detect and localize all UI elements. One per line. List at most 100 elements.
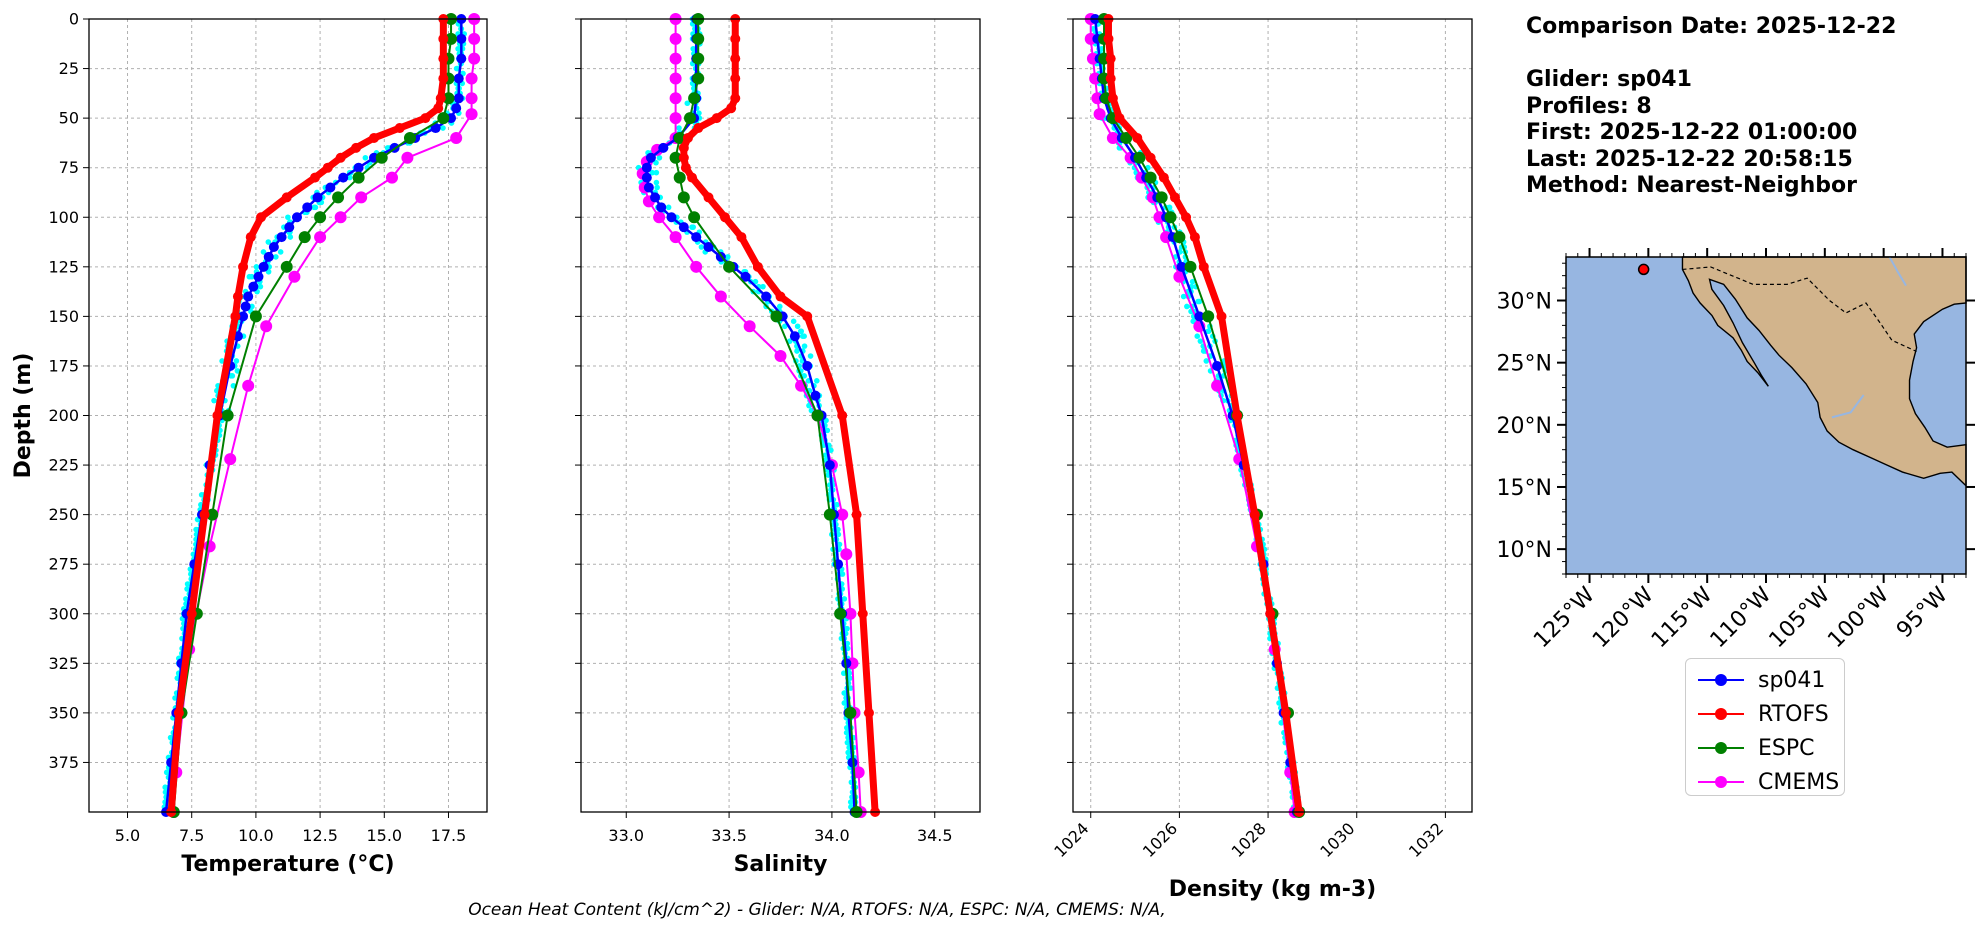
river bbox=[1831, 394, 1865, 419]
legend-label: sp041 bbox=[1758, 667, 1826, 693]
data-point bbox=[673, 171, 686, 184]
data-point bbox=[723, 260, 736, 273]
x-tick-label: 17.5 bbox=[431, 826, 467, 845]
data-point bbox=[238, 261, 249, 272]
data-point bbox=[692, 52, 705, 65]
map-y-tick-label: 30°N bbox=[1497, 290, 1552, 315]
data-point bbox=[212, 410, 223, 421]
data-point bbox=[453, 73, 464, 84]
map-x-tick-label: 95°W bbox=[1892, 582, 1953, 643]
raw-data-point bbox=[1194, 333, 1201, 340]
data-point bbox=[420, 113, 431, 124]
data-point bbox=[1145, 152, 1156, 163]
glider-location-marker bbox=[1637, 263, 1650, 276]
data-point bbox=[352, 171, 365, 184]
data-point bbox=[260, 320, 273, 333]
data-point bbox=[802, 360, 813, 371]
raw-data-point bbox=[654, 184, 660, 191]
map-x-tick-label: 100°W bbox=[1823, 582, 1894, 653]
raw-data-point bbox=[273, 254, 279, 260]
raw-data-point bbox=[649, 169, 656, 176]
data-point bbox=[1173, 231, 1186, 244]
x-tick-label: 5.0 bbox=[115, 826, 140, 845]
map-x-tick-label: 105°W bbox=[1765, 582, 1836, 653]
data-point bbox=[692, 32, 705, 45]
data-point bbox=[641, 162, 652, 173]
raw-data-point bbox=[285, 214, 291, 221]
data-point bbox=[438, 73, 449, 84]
data-point bbox=[775, 291, 786, 302]
raw-data-point bbox=[776, 303, 783, 310]
data-point bbox=[752, 261, 763, 272]
series-rtofs bbox=[678, 14, 881, 817]
data-point bbox=[837, 410, 848, 421]
raw-data-point bbox=[1166, 204, 1173, 211]
data-point bbox=[1202, 310, 1215, 323]
data-point bbox=[355, 191, 368, 204]
y-tick-label: 100 bbox=[48, 208, 79, 227]
data-point bbox=[1189, 232, 1200, 243]
data-point bbox=[688, 211, 701, 224]
data-point bbox=[669, 112, 682, 125]
map-y-tick-label: 15°N bbox=[1497, 476, 1552, 501]
legend-label: ESPC bbox=[1758, 735, 1815, 761]
series-rtofs bbox=[166, 14, 449, 817]
map-y-tick-label: 20°N bbox=[1497, 414, 1552, 439]
data-point bbox=[761, 291, 772, 302]
data-point bbox=[248, 281, 259, 292]
data-point bbox=[673, 131, 686, 144]
y-tick-label: 200 bbox=[48, 406, 79, 425]
data-point bbox=[641, 172, 652, 183]
raw-data-point bbox=[172, 695, 178, 701]
raw-data-point bbox=[362, 154, 369, 161]
data-point bbox=[1133, 151, 1146, 164]
data-point bbox=[468, 52, 481, 65]
data-point bbox=[394, 123, 405, 134]
raw-data-point bbox=[162, 784, 168, 791]
data-point bbox=[669, 52, 682, 65]
data-point bbox=[438, 53, 449, 64]
data-point bbox=[691, 232, 702, 243]
data-point bbox=[173, 707, 184, 718]
y-tick-label: 375 bbox=[48, 753, 79, 772]
raw-data-point bbox=[455, 45, 461, 52]
data-point bbox=[1106, 131, 1119, 144]
data-point bbox=[810, 390, 821, 401]
data-point bbox=[242, 379, 255, 392]
y-tick-label: 150 bbox=[48, 307, 79, 326]
raw-data-point bbox=[1205, 328, 1212, 335]
map-x-tick-label: 120°W bbox=[1588, 582, 1659, 653]
data-point bbox=[740, 271, 751, 282]
raw-data-point bbox=[1195, 298, 1201, 305]
x-tick-label: 34.0 bbox=[814, 826, 850, 845]
data-point bbox=[437, 112, 450, 125]
data-point bbox=[1155, 191, 1168, 204]
raw-data-point bbox=[847, 799, 854, 805]
data-point bbox=[824, 460, 835, 471]
series-rtofs bbox=[1103, 14, 1305, 817]
data-point bbox=[309, 172, 320, 183]
y-tick-label: 300 bbox=[48, 604, 79, 623]
x-tick-label: 1028 bbox=[1228, 819, 1270, 861]
data-point bbox=[456, 33, 467, 44]
data-point bbox=[224, 453, 237, 466]
data-point bbox=[465, 92, 478, 105]
x-tick-label: 34.5 bbox=[917, 826, 953, 845]
data-point bbox=[1198, 261, 1209, 272]
glider-name: Glider: sp041 bbox=[1526, 67, 1692, 92]
raw-data-point bbox=[440, 125, 446, 131]
raw-data-point bbox=[760, 283, 766, 290]
legend-swatch bbox=[1698, 776, 1744, 788]
data-point bbox=[253, 271, 264, 282]
data-point bbox=[1280, 707, 1291, 718]
profile-panel: 1024 1026 1028 1030 1032 Density (kg m-3) bbox=[1050, 13, 1473, 902]
legend-swatch bbox=[1698, 742, 1744, 754]
data-point bbox=[1181, 212, 1192, 223]
y-tick-label: 125 bbox=[48, 257, 79, 276]
raw-data-point bbox=[844, 724, 850, 731]
data-point bbox=[714, 290, 727, 303]
data-point bbox=[680, 162, 691, 173]
data-point bbox=[1164, 211, 1177, 224]
raw-data-point bbox=[287, 234, 294, 240]
data-point bbox=[453, 93, 464, 104]
